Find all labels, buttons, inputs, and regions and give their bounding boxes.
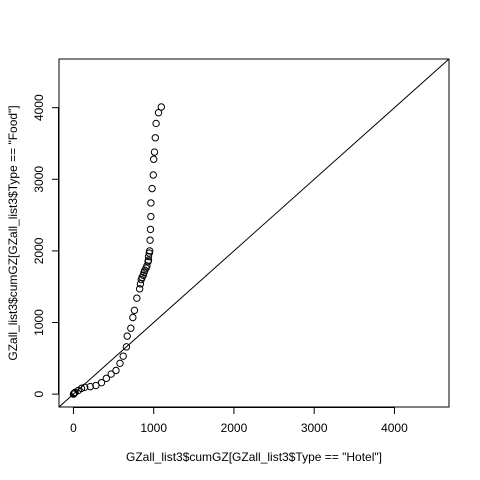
x-tick-label: 3000 [301,421,328,435]
y-tick-label: 4000 [32,94,46,121]
data-point-46 [157,103,166,111]
data-point-19 [130,306,139,315]
data-point-21 [135,285,144,293]
x-axis: 0 1000 2000 3000 4000 [70,407,408,435]
data-point-37 [147,212,155,221]
data-point-15 [122,343,131,351]
data-point-5 [77,384,86,393]
data-point-7 [86,382,94,391]
data-point-13 [116,359,124,368]
data-point-18 [129,313,137,322]
data-point-10 [102,374,111,383]
data-point-14 [119,352,127,360]
data-point-42 [150,148,159,156]
data-point-36 [146,225,155,234]
data-point-40 [149,171,157,179]
data-point-43 [151,134,159,142]
data-point-9 [97,378,106,387]
y-tick-label: 3000 [32,166,46,193]
y-axis-title: GZall_list3$cumGZ[GZall_list3$Type == "F… [6,105,20,360]
data-point-11 [107,370,115,378]
x-tick-label: 4000 [381,421,408,435]
data-point-44 [152,119,160,128]
data-point-25 [139,271,147,279]
data-point-20 [133,294,141,302]
data-point-12 [112,366,120,375]
data-point-38 [147,199,155,207]
data-point-17 [127,324,135,332]
data-point-8 [92,381,100,390]
data-point-6 [80,383,89,392]
data-point-39 [148,184,156,193]
data-point-41 [149,155,158,163]
data-point-35 [146,236,154,244]
data-points-layer [69,103,166,398]
data-point-16 [123,332,131,340]
y-tick-label: 0 [32,390,46,397]
x-tick-label: 0 [70,421,77,435]
y-axis: 0 1000 2000 3000 4000 [32,94,59,397]
data-point-2 [70,389,79,397]
x-axis-title: GZall_list3$cumGZ[GZall_list3$Type == "H… [126,450,382,464]
y-tick-label: 2000 [32,237,46,264]
data-point-31 [144,256,153,264]
x-tick-label: 2000 [221,421,248,435]
y-tick-label: 1000 [32,309,46,336]
data-point-45 [154,109,163,117]
data-point-34 [145,247,154,255]
x-tick-label: 1000 [140,421,167,435]
